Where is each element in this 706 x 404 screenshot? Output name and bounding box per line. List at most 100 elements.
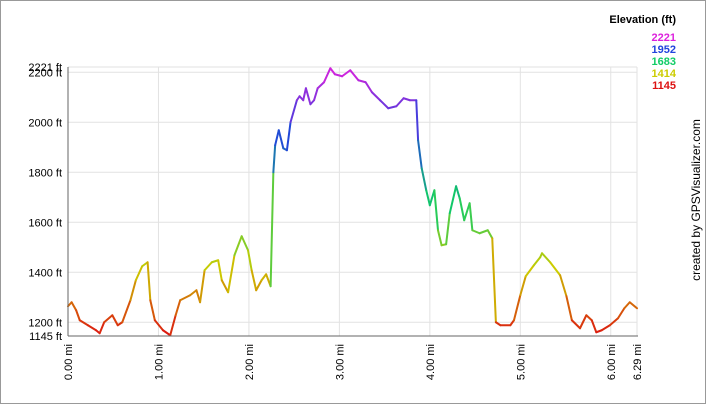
profile-segment (395, 97, 405, 108)
profile-segment (628, 301, 638, 310)
profile-segment (532, 256, 542, 267)
legend-value: 1683 (652, 56, 676, 68)
profile-segment (471, 229, 481, 235)
profile-segment (585, 314, 593, 322)
profile-segment (570, 319, 582, 330)
profile-segment (463, 202, 471, 222)
profile-segment (98, 321, 106, 335)
y-tick-label: 2221 ft (28, 62, 62, 74)
profile-segment (491, 237, 497, 324)
profile-segment (425, 189, 431, 207)
profile-segment (448, 185, 458, 215)
profile-segment (420, 167, 428, 192)
profile-segment (433, 189, 439, 232)
profile-segment (269, 171, 275, 288)
profile-segment (121, 299, 132, 324)
profile-segment (608, 317, 620, 327)
profile-segment (203, 261, 213, 272)
profile-segment (103, 314, 114, 324)
profile-segment (329, 67, 336, 76)
profile-segment (169, 314, 177, 337)
profile-segment (519, 275, 527, 297)
profile-segment (600, 324, 611, 332)
profile-segment (455, 185, 461, 200)
profile-segment (78, 319, 89, 327)
profile-segment (417, 139, 423, 170)
profile-segment (617, 307, 626, 320)
profile-segment (111, 314, 119, 327)
profile-segment (357, 79, 367, 84)
profile-line (67, 67, 638, 337)
legend-value: 1952 (652, 44, 676, 56)
x-tick-label: 6.00 mi (606, 344, 618, 380)
credit: created by GPSVisualizer.com (689, 119, 703, 281)
profile-segment (468, 202, 474, 232)
profile-segment (509, 319, 515, 327)
profile-segment (289, 99, 298, 124)
profile-segment (233, 235, 243, 257)
profile-segment (370, 91, 382, 102)
profile-segment (189, 289, 198, 297)
profile-segment (274, 129, 280, 147)
profile-segment (379, 99, 390, 110)
profile-segment (316, 81, 326, 90)
profile-segment (524, 264, 535, 278)
profile-segment (227, 254, 236, 294)
y-tick-label: 1800 ft (28, 167, 62, 179)
profile-segment (217, 259, 223, 282)
profile-segment (579, 314, 588, 330)
x-tick-label: 2.00 mi (244, 344, 256, 380)
legend-title: Elevation (ft) (609, 14, 676, 26)
profile-segment (549, 261, 562, 277)
y-tick-label: 2200 ft (28, 67, 62, 79)
profile-segment (146, 261, 152, 302)
profile-segment (458, 197, 466, 222)
profile-segment (75, 309, 81, 322)
profile-segment (486, 229, 494, 240)
x-tick-label: 6.29 mi (632, 344, 644, 380)
y-tick-label: 1145 ft (29, 331, 62, 343)
profile-segment (153, 319, 164, 332)
labels: 1145 ft 1200 ft 1400 ft 1600 ft 1800 ft 2000 … (28, 62, 644, 380)
profile-segment (565, 295, 573, 322)
profile-segment (255, 279, 263, 292)
x-tick-label: 0.00 mi (63, 344, 75, 380)
profile-segment (364, 81, 373, 94)
x-tick-label: 4.00 mi (425, 344, 437, 380)
profile-segment (134, 265, 144, 282)
profile-segment (174, 299, 182, 317)
y-tick-label: 1400 ft (28, 267, 62, 279)
profile-segment (402, 97, 411, 102)
legend-value: 1145 (652, 80, 676, 92)
profile-segment (313, 87, 319, 102)
profile-segment (623, 301, 631, 310)
profile-segment (210, 259, 220, 264)
x-tick-label: 5.00 mi (515, 344, 527, 380)
profile-segment (220, 279, 230, 294)
profile-segment (149, 299, 156, 322)
profile-segment (272, 144, 277, 174)
profile-segment (387, 105, 398, 110)
profile-segment (478, 229, 489, 235)
profile-segment (86, 324, 98, 332)
profile-segment (250, 269, 258, 292)
profile-segment (240, 235, 250, 252)
profile-segment (323, 67, 332, 84)
profile-segment (590, 319, 598, 334)
profile-segment (415, 99, 420, 142)
y-tick-label: 1600 ft (28, 217, 62, 229)
profile-segment (349, 69, 360, 82)
profile-segment (304, 87, 312, 106)
profile-segment (559, 274, 568, 298)
legend-value: 1414 (652, 68, 677, 80)
profile-segment (512, 294, 522, 322)
profile-segment (436, 229, 443, 247)
x-tick-label: 3.00 mi (334, 344, 346, 380)
profile-segment (199, 269, 206, 304)
profile-segment (341, 69, 352, 78)
y-tick-label: 1200 ft (28, 317, 62, 329)
legend-value: 2221 (652, 32, 676, 44)
profile-segment (333, 73, 344, 78)
